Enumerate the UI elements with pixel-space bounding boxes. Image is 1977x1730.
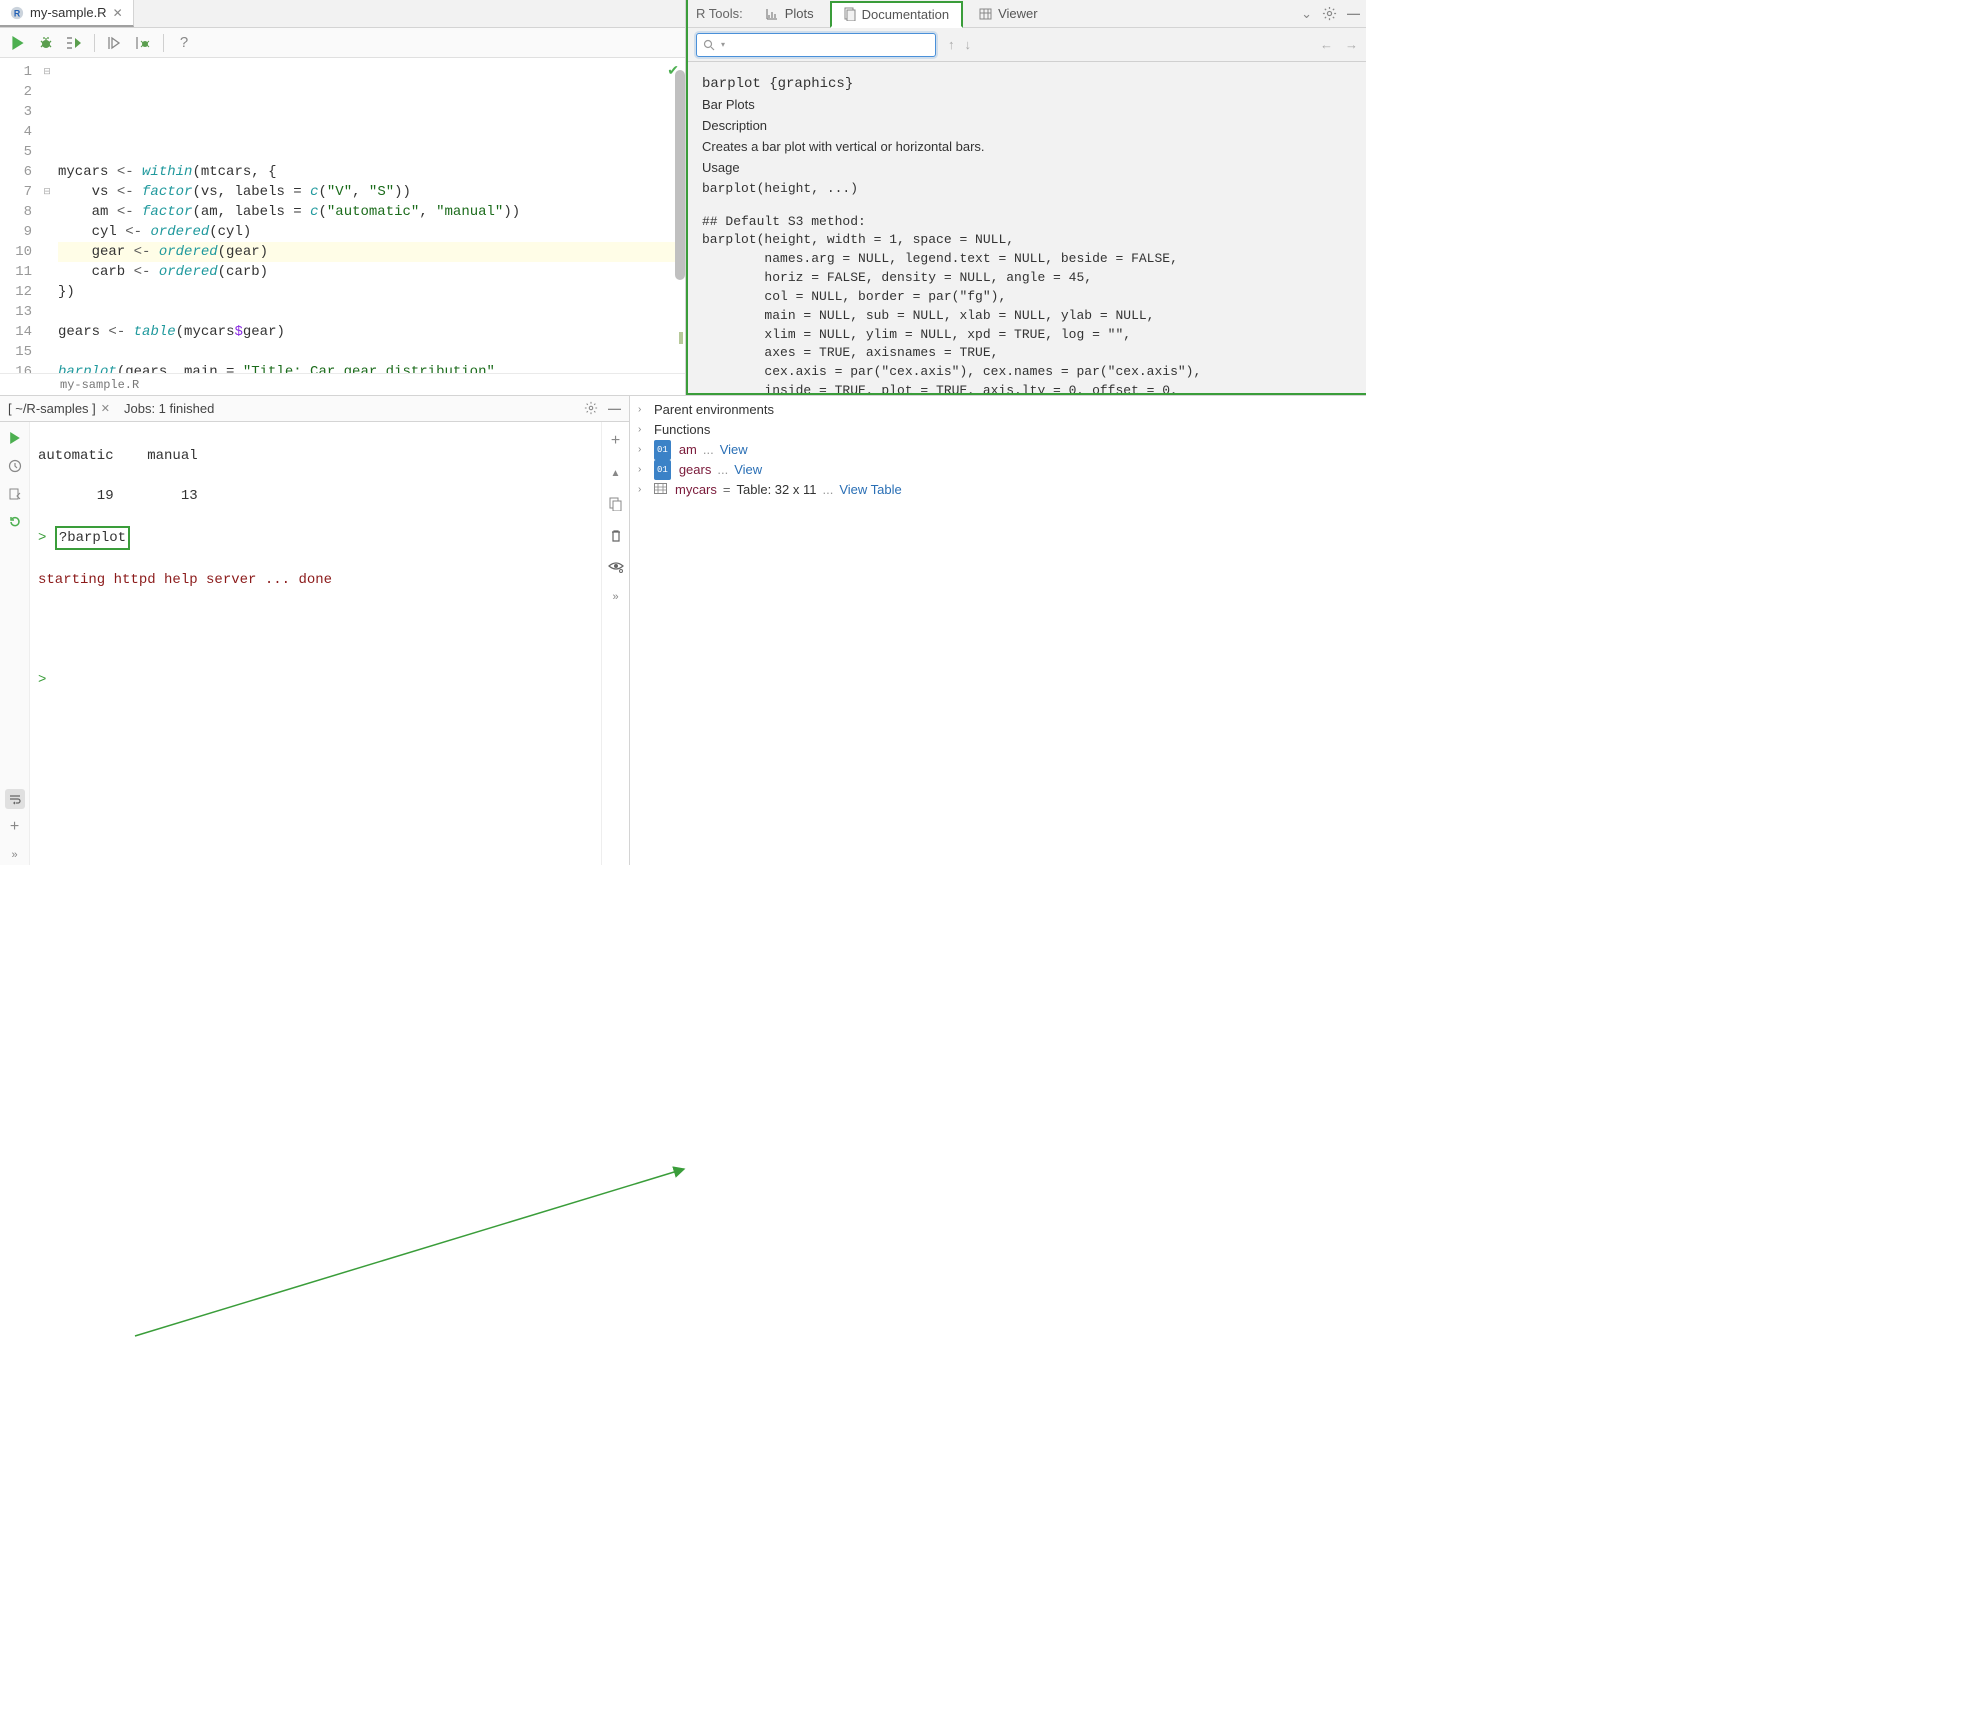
- environment-pane[interactable]: ›Parent environments ›Functions ›01 am .…: [630, 396, 1366, 865]
- run-button[interactable]: [6, 31, 30, 55]
- add-icon[interactable]: +: [5, 817, 25, 837]
- doc-description: Creates a bar plot with vertical or hori…: [702, 138, 1352, 157]
- console-tabs: [ ~/R-samples ]✕ Jobs: 1 finished —: [0, 396, 629, 422]
- breadcrumb[interactable]: my-sample.R: [0, 373, 685, 395]
- doc-description-heading: Description: [702, 117, 1352, 136]
- softwrap-icon[interactable]: [5, 789, 25, 809]
- line-gutter: 12345678910111213141516: [0, 58, 40, 373]
- tab-viewer[interactable]: Viewer: [967, 0, 1050, 27]
- rtools-label: R Tools:: [696, 6, 743, 21]
- forward-arrow-icon[interactable]: →: [1345, 37, 1358, 52]
- doc-signature: barplot {graphics}: [702, 74, 1352, 94]
- help-button[interactable]: ?: [172, 31, 196, 55]
- console-tab-jobs[interactable]: Jobs: 1 finished: [124, 401, 214, 416]
- documentation-icon: [844, 7, 856, 21]
- env-parent[interactable]: ›Parent environments: [638, 400, 1358, 420]
- console-tab-rsamples[interactable]: [ ~/R-samples ]✕: [8, 401, 110, 416]
- more-icon[interactable]: »: [612, 591, 618, 603]
- gear-icon[interactable]: [584, 401, 598, 416]
- editor-toolbar: ?: [0, 28, 685, 58]
- editor-body[interactable]: 12345678910111213141516 ⊟⊟ ✔ mycars <- w…: [0, 58, 685, 373]
- env-functions[interactable]: ›Functions: [638, 420, 1358, 440]
- editor-tab-label: my-sample.R: [30, 5, 107, 20]
- down-arrow-icon[interactable]: ↓: [965, 37, 972, 52]
- up-arrow-icon[interactable]: ↑: [948, 37, 955, 52]
- debug-button[interactable]: [34, 31, 58, 55]
- trash-icon[interactable]: [610, 529, 622, 543]
- scrollbar-thumb[interactable]: [675, 70, 685, 280]
- copy-icon[interactable]: [609, 497, 622, 511]
- doc-usage-heading: Usage: [702, 159, 1352, 178]
- tab-documentation[interactable]: Documentation: [830, 1, 963, 28]
- editor-tab-mysample[interactable]: R my-sample.R ✕: [0, 0, 134, 27]
- close-icon[interactable]: ✕: [101, 402, 110, 415]
- up-triangle-icon[interactable]: ▲: [611, 468, 621, 479]
- doc-title: Bar Plots: [702, 96, 1352, 115]
- add-icon[interactable]: +: [611, 432, 620, 450]
- minimize-icon[interactable]: —: [608, 401, 621, 416]
- eye-icon[interactable]: [608, 561, 624, 573]
- debug-selection-button[interactable]: [131, 31, 155, 55]
- doc-search-row: ▾ ↑ ↓ ← →: [688, 28, 1366, 62]
- table-icon: [654, 480, 667, 500]
- annotation-arrow: [0, 865, 1366, 1730]
- console-gutter: + »: [0, 422, 30, 865]
- console-pane: [ ~/R-samples ]✕ Jobs: 1 finished —: [0, 396, 630, 865]
- inspection-marker: [679, 332, 683, 344]
- env-var-gears[interactable]: ›01 gears ... View: [638, 460, 1358, 480]
- r-file-icon: R: [10, 6, 24, 20]
- history-icon[interactable]: [5, 456, 25, 476]
- editor-pane: R my-sample.R ✕ ? 1234567891011121314151…: [0, 0, 686, 395]
- chevron-down-icon[interactable]: ⌄: [1301, 6, 1312, 22]
- svg-text:R: R: [14, 8, 21, 18]
- gear-icon[interactable]: [1322, 6, 1337, 21]
- more-icon[interactable]: »: [5, 845, 25, 865]
- close-icon[interactable]: ✕: [113, 6, 123, 20]
- search-icon: [703, 39, 715, 51]
- run-to-cursor-button[interactable]: [103, 31, 127, 55]
- minimize-icon[interactable]: —: [1347, 6, 1360, 21]
- plots-icon: [765, 8, 779, 20]
- back-arrow-icon[interactable]: ←: [1320, 37, 1333, 52]
- run-icon[interactable]: [5, 428, 25, 448]
- chevron-down-icon[interactable]: ▾: [721, 40, 725, 49]
- doc-body[interactable]: barplot {graphics} Bar Plots Description…: [688, 62, 1366, 393]
- highlighted-command: ?barplot: [55, 526, 130, 550]
- env-var-am[interactable]: ›01 am ... View: [638, 440, 1358, 460]
- doc-usage-simple: barplot(height, ...): [702, 180, 1352, 199]
- env-var-mycars[interactable]: › mycars = Table: 32 x 11 ... View Table: [638, 480, 1358, 500]
- viewer-icon: [979, 8, 992, 20]
- editor-tabs: R my-sample.R ✕: [0, 0, 685, 28]
- import-icon[interactable]: [5, 484, 25, 504]
- rtools-tabs: R Tools: Plots Documentation Viewer ⌄ —: [688, 0, 1366, 28]
- tab-plots[interactable]: Plots: [753, 0, 826, 27]
- rtools-pane: R Tools: Plots Documentation Viewer ⌄ —: [686, 0, 1366, 395]
- console-output[interactable]: automatic manual 19 13 > ?barplot starti…: [30, 422, 601, 865]
- console-right-strip: + ▲ »: [601, 422, 629, 865]
- doc-usage-block1: ## Default S3 method: barplot(height, wi…: [702, 213, 1352, 393]
- doc-search-box[interactable]: ▾: [696, 33, 936, 57]
- restart-icon[interactable]: [5, 512, 25, 532]
- doc-search-input[interactable]: [731, 37, 929, 52]
- run-selection-button[interactable]: [62, 31, 86, 55]
